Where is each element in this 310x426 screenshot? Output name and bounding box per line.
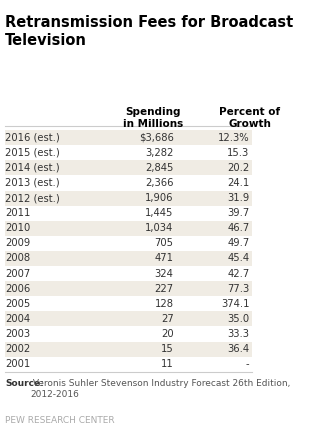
Text: 2011: 2011 xyxy=(5,208,30,218)
Text: 1,445: 1,445 xyxy=(145,208,174,218)
FancyBboxPatch shape xyxy=(5,251,252,266)
Text: 49.7: 49.7 xyxy=(227,239,250,248)
Text: 2010: 2010 xyxy=(5,223,30,233)
Text: 2016 (est.): 2016 (est.) xyxy=(5,132,60,143)
Text: 2014 (est.): 2014 (est.) xyxy=(5,163,60,173)
Text: 2003: 2003 xyxy=(5,329,30,339)
Text: 46.7: 46.7 xyxy=(227,223,250,233)
FancyBboxPatch shape xyxy=(5,311,252,326)
FancyBboxPatch shape xyxy=(5,221,252,236)
Text: 15: 15 xyxy=(161,344,174,354)
FancyBboxPatch shape xyxy=(5,130,252,145)
Text: 374.1: 374.1 xyxy=(221,299,250,309)
Text: 2013 (est.): 2013 (est.) xyxy=(5,178,60,188)
FancyBboxPatch shape xyxy=(5,342,252,357)
Text: 2007: 2007 xyxy=(5,269,30,279)
FancyBboxPatch shape xyxy=(5,281,252,296)
Text: 2012 (est.): 2012 (est.) xyxy=(5,193,60,203)
Text: 2015 (est.): 2015 (est.) xyxy=(5,148,60,158)
FancyBboxPatch shape xyxy=(5,190,252,206)
Text: 24.1: 24.1 xyxy=(227,178,250,188)
Text: 227: 227 xyxy=(154,284,174,294)
Text: 20: 20 xyxy=(161,329,174,339)
Text: Percent of
Growth: Percent of Growth xyxy=(219,107,280,130)
Text: 128: 128 xyxy=(155,299,174,309)
Text: 3,282: 3,282 xyxy=(145,148,174,158)
Text: 31.9: 31.9 xyxy=(227,193,250,203)
Text: 705: 705 xyxy=(155,239,174,248)
Text: $3,686: $3,686 xyxy=(139,132,174,143)
Text: 2004: 2004 xyxy=(5,314,30,324)
Text: 11: 11 xyxy=(161,359,174,369)
Text: 2005: 2005 xyxy=(5,299,30,309)
Text: 2006: 2006 xyxy=(5,284,30,294)
Text: 12.3%: 12.3% xyxy=(218,132,250,143)
Text: 35.0: 35.0 xyxy=(227,314,250,324)
Text: 2001: 2001 xyxy=(5,359,30,369)
Text: 2008: 2008 xyxy=(5,253,30,264)
Text: 33.3: 33.3 xyxy=(228,329,250,339)
Text: 27: 27 xyxy=(161,314,174,324)
Text: 324: 324 xyxy=(155,269,174,279)
Text: 77.3: 77.3 xyxy=(227,284,250,294)
Text: 42.7: 42.7 xyxy=(227,269,250,279)
Text: 2002: 2002 xyxy=(5,344,30,354)
Text: 471: 471 xyxy=(155,253,174,264)
Text: 2,366: 2,366 xyxy=(145,178,174,188)
Text: Spending
in Millions: Spending in Millions xyxy=(123,107,183,130)
FancyBboxPatch shape xyxy=(5,160,252,176)
Text: Veronis Suhler Stevenson Industry Forecast 26th Edition,
2012-2016: Veronis Suhler Stevenson Industry Foreca… xyxy=(30,379,291,400)
Text: PEW RESEARCH CENTER: PEW RESEARCH CENTER xyxy=(5,416,115,425)
Text: 2,845: 2,845 xyxy=(145,163,174,173)
Text: 15.3: 15.3 xyxy=(227,148,250,158)
Text: Source:: Source: xyxy=(5,379,44,389)
Text: -: - xyxy=(246,359,250,369)
Text: 20.2: 20.2 xyxy=(227,163,250,173)
Text: 1,034: 1,034 xyxy=(145,223,174,233)
Text: Retransmission Fees for Broadcast
Television: Retransmission Fees for Broadcast Televi… xyxy=(5,14,293,48)
Text: 36.4: 36.4 xyxy=(227,344,250,354)
Text: 39.7: 39.7 xyxy=(227,208,250,218)
Text: 45.4: 45.4 xyxy=(227,253,250,264)
Text: 2009: 2009 xyxy=(5,239,30,248)
Text: 1,906: 1,906 xyxy=(145,193,174,203)
